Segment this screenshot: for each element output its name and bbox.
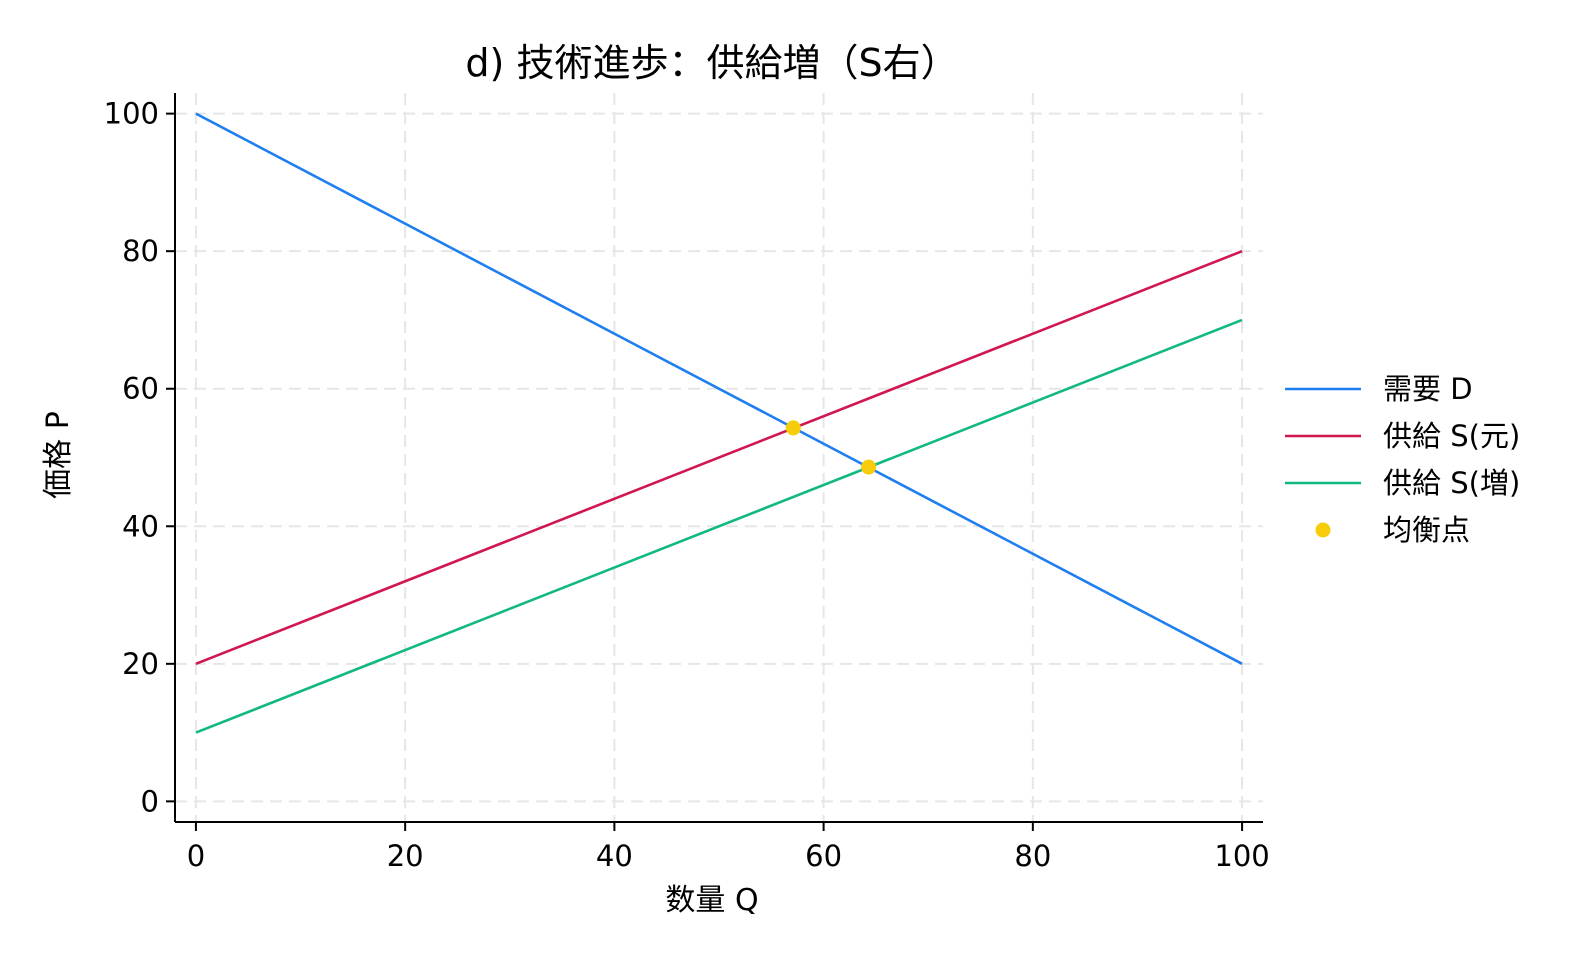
x-tick-label: 100 [1214,839,1269,873]
x-tick-label: 80 [1014,839,1051,873]
y-axis-label: 価格 P [41,411,76,499]
y-tick-label: 60 [122,372,159,406]
axes: 0 20 40 60 80 100 0 20 40 60 80 100 [104,93,1270,873]
y-tick-label: 40 [122,509,159,543]
equilibrium-point [861,459,877,475]
legend-label: 需要 D [1383,372,1473,406]
x-tick-label: 20 [387,839,424,873]
equilibrium-points [785,420,877,475]
y-tick-label: 20 [122,647,159,681]
y-tick-label: 0 [141,784,159,818]
series-line [195,318,1243,734]
chart-title: d) 技術進歩：供給増（S右） [465,41,958,85]
x-tick-label: 0 [187,839,205,873]
y-tick-label: 80 [122,234,159,268]
series-line [195,249,1243,666]
y-tick-label: 100 [104,97,159,131]
series-line [195,112,1243,665]
series-lines [195,112,1243,734]
legend-label: 均衡点 [1383,513,1470,547]
x-tick-label: 60 [805,839,842,873]
equilibrium-point [785,420,801,436]
x-tick-label: 40 [596,839,633,873]
legend: 需要 D 供給 S(元) 供給 S(増) 均衡点 [1285,372,1520,547]
legend-swatch [1315,522,1331,538]
legend-label: 供給 S(増) [1383,466,1520,500]
legend-label: 供給 S(元) [1383,419,1520,453]
x-axis-label: 数量 Q [665,883,758,918]
